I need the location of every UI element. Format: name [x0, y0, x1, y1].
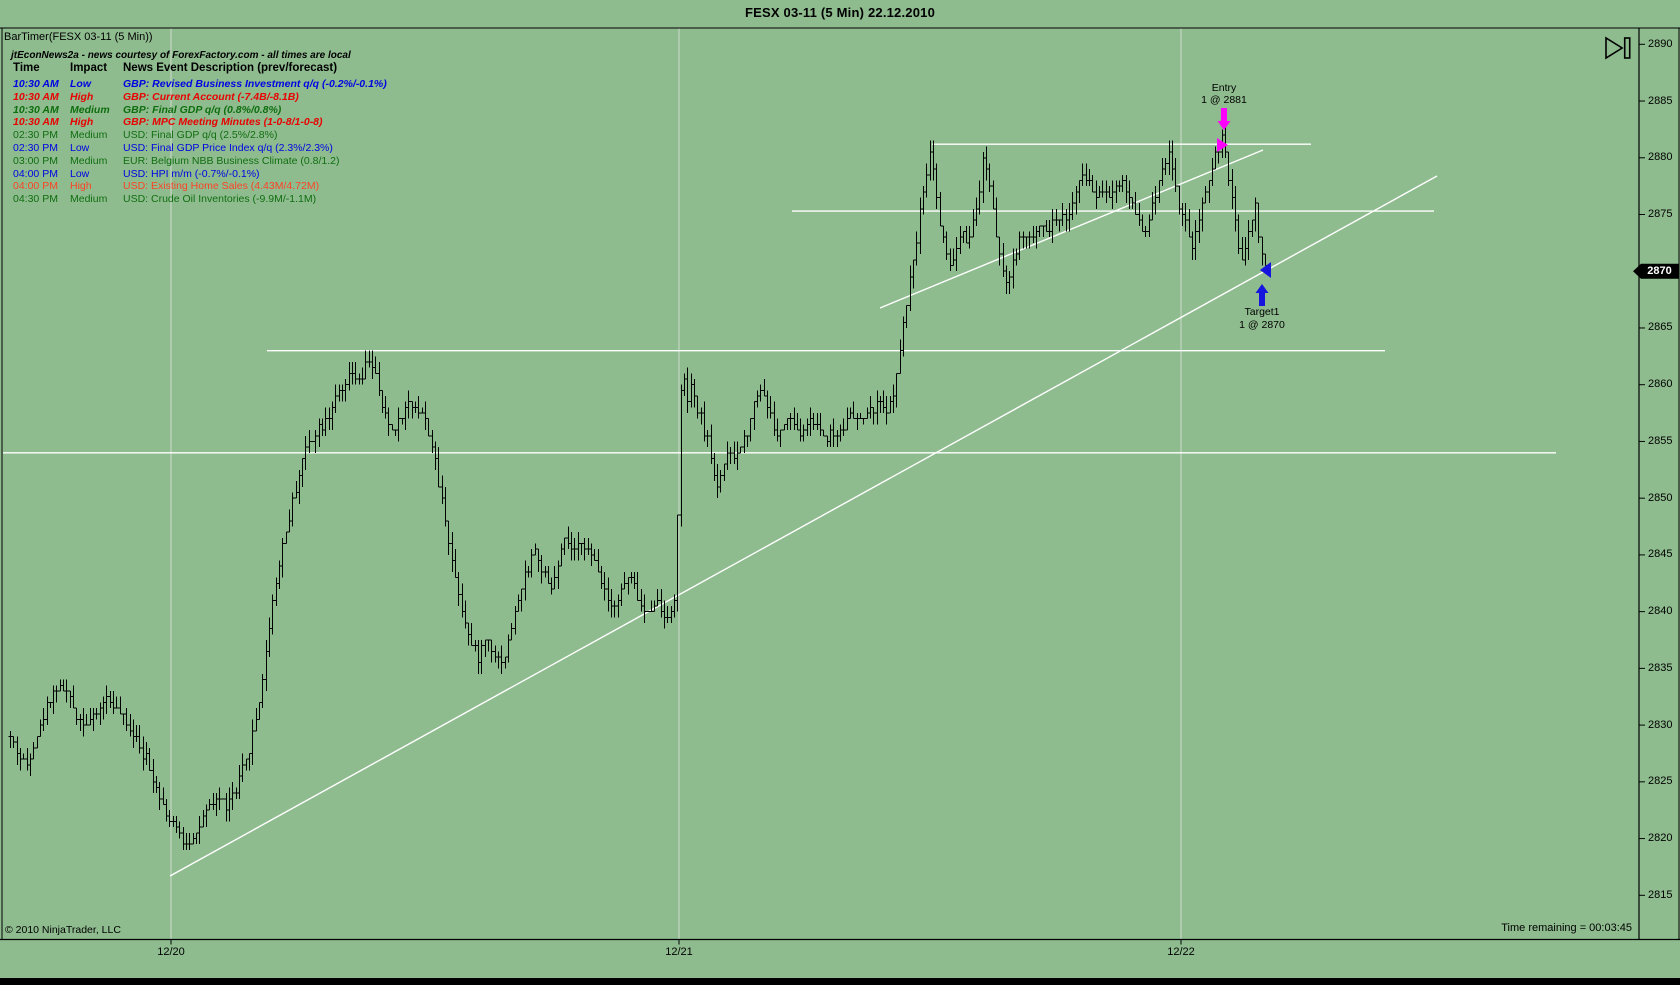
skip-to-end-icon[interactable]	[1605, 36, 1624, 60]
date-tick-label: 12/21	[665, 946, 693, 958]
skip-to-end-bar-icon[interactable]	[1623, 37, 1631, 59]
entry-arrow-icon	[1217, 108, 1231, 130]
news-col-time: Time	[13, 62, 40, 74]
price-tick-label: 2815	[1648, 888, 1673, 901]
news-source-subtitle: jtEconNews2a - news courtesy of ForexFac…	[11, 50, 351, 61]
price-tick-label: 2835	[1648, 661, 1673, 674]
price-tick-label: 2885	[1648, 94, 1673, 107]
target-label: Target1	[1244, 306, 1280, 318]
target-fill-label: 1 @ 2870	[1239, 319, 1285, 331]
price-tick-label: 2875	[1648, 208, 1673, 220]
copyright-text: © 2010 NinjaTrader, LLC	[5, 924, 121, 936]
last-price-tag: 2870	[1647, 265, 1672, 277]
price-tick-label: 2850	[1648, 491, 1673, 504]
entry-fill-triangle-icon	[1217, 138, 1228, 152]
price-tick-label: 2825	[1648, 775, 1673, 788]
price-tick-label: 2820	[1648, 832, 1673, 845]
price-tick-label: 2845	[1648, 548, 1673, 561]
main-uptrend	[169, 175, 1438, 877]
indicator-label: BarTimer(FESX 03-11 (5 Min))	[4, 31, 153, 43]
news-col-impact: Impact	[70, 62, 108, 74]
chart-title: FESX 03-11 (5 Min) 22.12.2010	[744, 5, 936, 20]
bar-timer-countdown: Time remaining = 00:03:45	[1501, 922, 1632, 934]
channel-top	[879, 149, 1264, 309]
price-tick-label: 2865	[1648, 321, 1673, 334]
price-tick-label: 2890	[1648, 37, 1673, 50]
date-tick-label: 12/20	[157, 946, 185, 958]
news-col-description: News Event Description (prev/forecast)	[123, 62, 338, 74]
price-tick-label: 2870	[1648, 264, 1673, 277]
target-fill-triangle-icon	[1260, 262, 1271, 278]
price-tick-label: 2830	[1648, 718, 1673, 731]
entry-fill-label: 1 @ 2881	[1201, 94, 1247, 106]
price-tick-label: 2860	[1648, 378, 1673, 391]
price-bars	[8, 123, 1268, 850]
entry-label: Entry	[1211, 82, 1237, 94]
price-tick-label: 2880	[1648, 151, 1673, 164]
date-tick-label: 12/22	[1167, 946, 1195, 958]
last-price-pointer	[1633, 263, 1679, 279]
target-arrow-icon	[1255, 284, 1269, 306]
window-bottom-edge	[0, 978, 1680, 985]
price-tick-label: 2855	[1648, 434, 1673, 447]
price-tick-label: 2840	[1648, 605, 1673, 618]
